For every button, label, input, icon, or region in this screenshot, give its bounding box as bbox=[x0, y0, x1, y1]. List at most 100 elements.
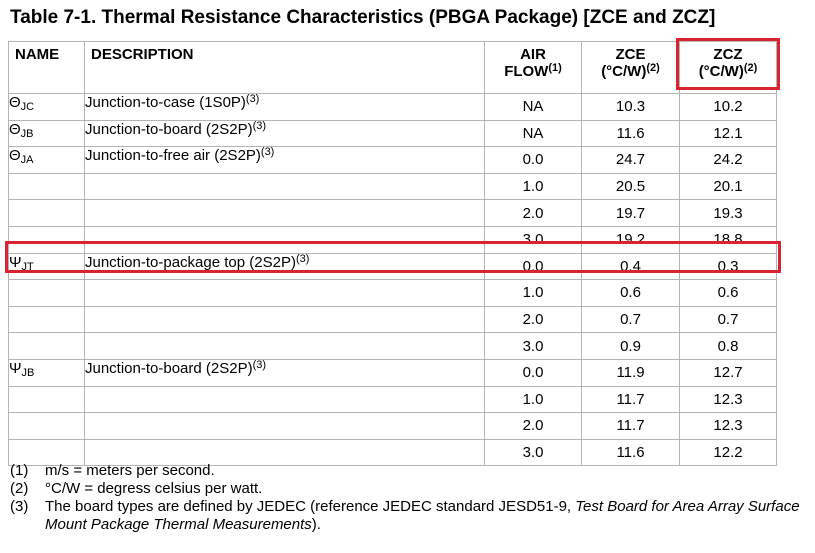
airflow-value: 3.0 bbox=[484, 332, 582, 360]
zce-value: 10.3 bbox=[581, 93, 680, 121]
empty-cell bbox=[8, 226, 85, 254]
empty-cell bbox=[84, 412, 485, 440]
airflow-value: 0.0 bbox=[484, 146, 582, 174]
footnote-number: (1) bbox=[10, 462, 29, 479]
empty-cell bbox=[84, 439, 485, 467]
parameter-description: Junction-to-board (2S2P)(3) bbox=[84, 119, 485, 148]
zcz-value: 24.2 bbox=[679, 146, 777, 174]
zce-value: 0.6 bbox=[581, 279, 680, 307]
zcz-value: 0.8 bbox=[679, 332, 777, 360]
header-name: NAME bbox=[8, 41, 85, 94]
footnote-1: (1) m/s = meters per second. bbox=[10, 462, 815, 480]
footnote-text: °C/W = degress celsius per watt. bbox=[45, 480, 263, 497]
parameter-description: Junction-to-board (2S2P)(3) bbox=[84, 358, 485, 387]
empty-cell bbox=[84, 279, 485, 307]
footnote-text: The board types are defined by JEDEC (re… bbox=[45, 498, 576, 515]
header-zce-label: ZCE bbox=[615, 46, 646, 63]
zce-value: 11.6 bbox=[581, 119, 680, 148]
symbol: Ψ bbox=[9, 253, 22, 271]
footnote-3: (3) The board types are defined by JEDEC… bbox=[10, 498, 815, 534]
header-zcz-label: ZCZ bbox=[713, 46, 743, 63]
header-zcz: ZCZ (°C/W)(2) bbox=[679, 41, 777, 94]
airflow-value: 2.0 bbox=[484, 305, 582, 334]
empty-cell bbox=[8, 173, 85, 201]
empty-cell bbox=[8, 332, 85, 360]
description-text: Junction-to-package top (2S2P) bbox=[85, 253, 296, 271]
zce-value: 24.7 bbox=[581, 146, 680, 174]
empty-cell bbox=[84, 199, 485, 227]
zcz-value: 12.7 bbox=[679, 358, 777, 387]
airflow-value: 0.0 bbox=[484, 358, 582, 387]
symbol: Ψ bbox=[9, 359, 22, 377]
zcz-value: 19.3 bbox=[679, 199, 777, 227]
airflow-value: 2.0 bbox=[484, 199, 582, 227]
airflow-value: 3.0 bbox=[484, 225, 582, 254]
zce-value: 11.9 bbox=[581, 358, 680, 387]
parameter-description: Junction-to-case (1S0P)(3) bbox=[84, 93, 485, 121]
table-row: ΨJT Junction-to-package top (2S2P)(3) 0.0 0… bbox=[8, 252, 777, 281]
zce-value: 0.9 bbox=[581, 332, 680, 360]
zcz-value: 18.8 bbox=[679, 225, 777, 254]
description-text: Junction-to-free air (2S2P) bbox=[85, 147, 261, 165]
table-row: 3.0 11.6 12.2 bbox=[8, 438, 777, 467]
empty-cell bbox=[8, 439, 85, 467]
footnote-ref: (2) bbox=[646, 62, 660, 74]
header-airflow-line2: FLOW bbox=[504, 63, 549, 80]
table-row: ΘJC Junction-to-case (1S0P)(3) NA 10.3 10.2 bbox=[8, 93, 777, 121]
empty-cell bbox=[84, 173, 485, 201]
description-text: Junction-to-board (2S2P) bbox=[85, 359, 253, 377]
zcz-value: 0.3 bbox=[679, 252, 777, 281]
symbol-subscript: JB bbox=[20, 127, 34, 140]
empty-cell bbox=[84, 226, 485, 254]
empty-cell bbox=[84, 386, 485, 414]
header-zcz-unit: (°C/W) bbox=[698, 63, 744, 80]
table-title: Table 7-1. Thermal Resistance Characteri… bbox=[10, 7, 716, 28]
footnotes: (1) m/s = meters per second. (2) °C/W = … bbox=[10, 462, 815, 534]
table-row: ΘJB Junction-to-board (2S2P)(3) NA 11.6 12.1 bbox=[8, 119, 777, 148]
header-zce-unit: (°C/W) bbox=[601, 63, 647, 80]
zce-value: 0.4 bbox=[581, 252, 680, 281]
zcz-value: 12.3 bbox=[679, 412, 777, 440]
airflow-value: NA bbox=[484, 93, 582, 121]
footnote-ref: (3) bbox=[295, 252, 310, 265]
header-zce: ZCE (°C/W)(2) bbox=[581, 41, 680, 94]
symbol-subscript: JC bbox=[20, 101, 35, 113]
table-row: ΘJA Junction-to-free air (2S2P)(3) 0.0 24.7… bbox=[8, 146, 777, 174]
zce-value: 11.7 bbox=[581, 412, 680, 440]
empty-cell bbox=[8, 199, 85, 227]
table-row: 2.0 19.7 19.3 bbox=[8, 199, 777, 227]
parameter-description: Junction-to-package top (2S2P)(3) bbox=[84, 252, 485, 281]
parameter-name: ΘJA bbox=[8, 146, 85, 174]
airflow-value: 3.0 bbox=[484, 438, 582, 467]
table-row: ΨJB Junction-to-board (2S2P)(3) 0.0 11.9 12.… bbox=[8, 358, 777, 387]
airflow-value: 0.0 bbox=[484, 252, 582, 281]
description-text: Junction-to-case (1S0P) bbox=[85, 94, 246, 111]
zcz-value: 12.1 bbox=[679, 119, 777, 148]
airflow-value: 1.0 bbox=[484, 385, 582, 414]
zce-value: 19.7 bbox=[581, 199, 680, 227]
symbol-subscript: JB bbox=[21, 366, 35, 379]
header-airflow: AIR FLOW(1) bbox=[484, 41, 582, 94]
table-row: 1.0 0.6 0.6 bbox=[8, 279, 777, 307]
parameter-description: Junction-to-free air (2S2P)(3) bbox=[84, 146, 485, 174]
zce-value: 11.6 bbox=[581, 438, 680, 467]
parameter-name: ΨJB bbox=[8, 358, 85, 387]
airflow-value: NA bbox=[484, 119, 582, 148]
zcz-value: 12.3 bbox=[679, 385, 777, 414]
airflow-value: 1.0 bbox=[484, 279, 582, 307]
zcz-value: 20.1 bbox=[679, 172, 777, 201]
empty-cell bbox=[8, 386, 85, 414]
symbol: Θ bbox=[9, 120, 21, 138]
symbol: Θ bbox=[9, 147, 21, 165]
zcz-value: 0.6 bbox=[679, 279, 777, 307]
airflow-value: 1.0 bbox=[484, 172, 582, 201]
table-row: 3.0 0.9 0.8 bbox=[8, 332, 777, 360]
zce-value: 11.7 bbox=[581, 385, 680, 414]
footnote-ref: (2) bbox=[743, 62, 758, 74]
empty-cell bbox=[8, 306, 85, 334]
symbol-subscript: JA bbox=[20, 154, 34, 167]
empty-cell bbox=[84, 332, 485, 360]
zcz-value: 0.7 bbox=[679, 305, 777, 334]
footnote-number: (3) bbox=[10, 498, 29, 515]
airflow-value: 2.0 bbox=[484, 412, 582, 440]
